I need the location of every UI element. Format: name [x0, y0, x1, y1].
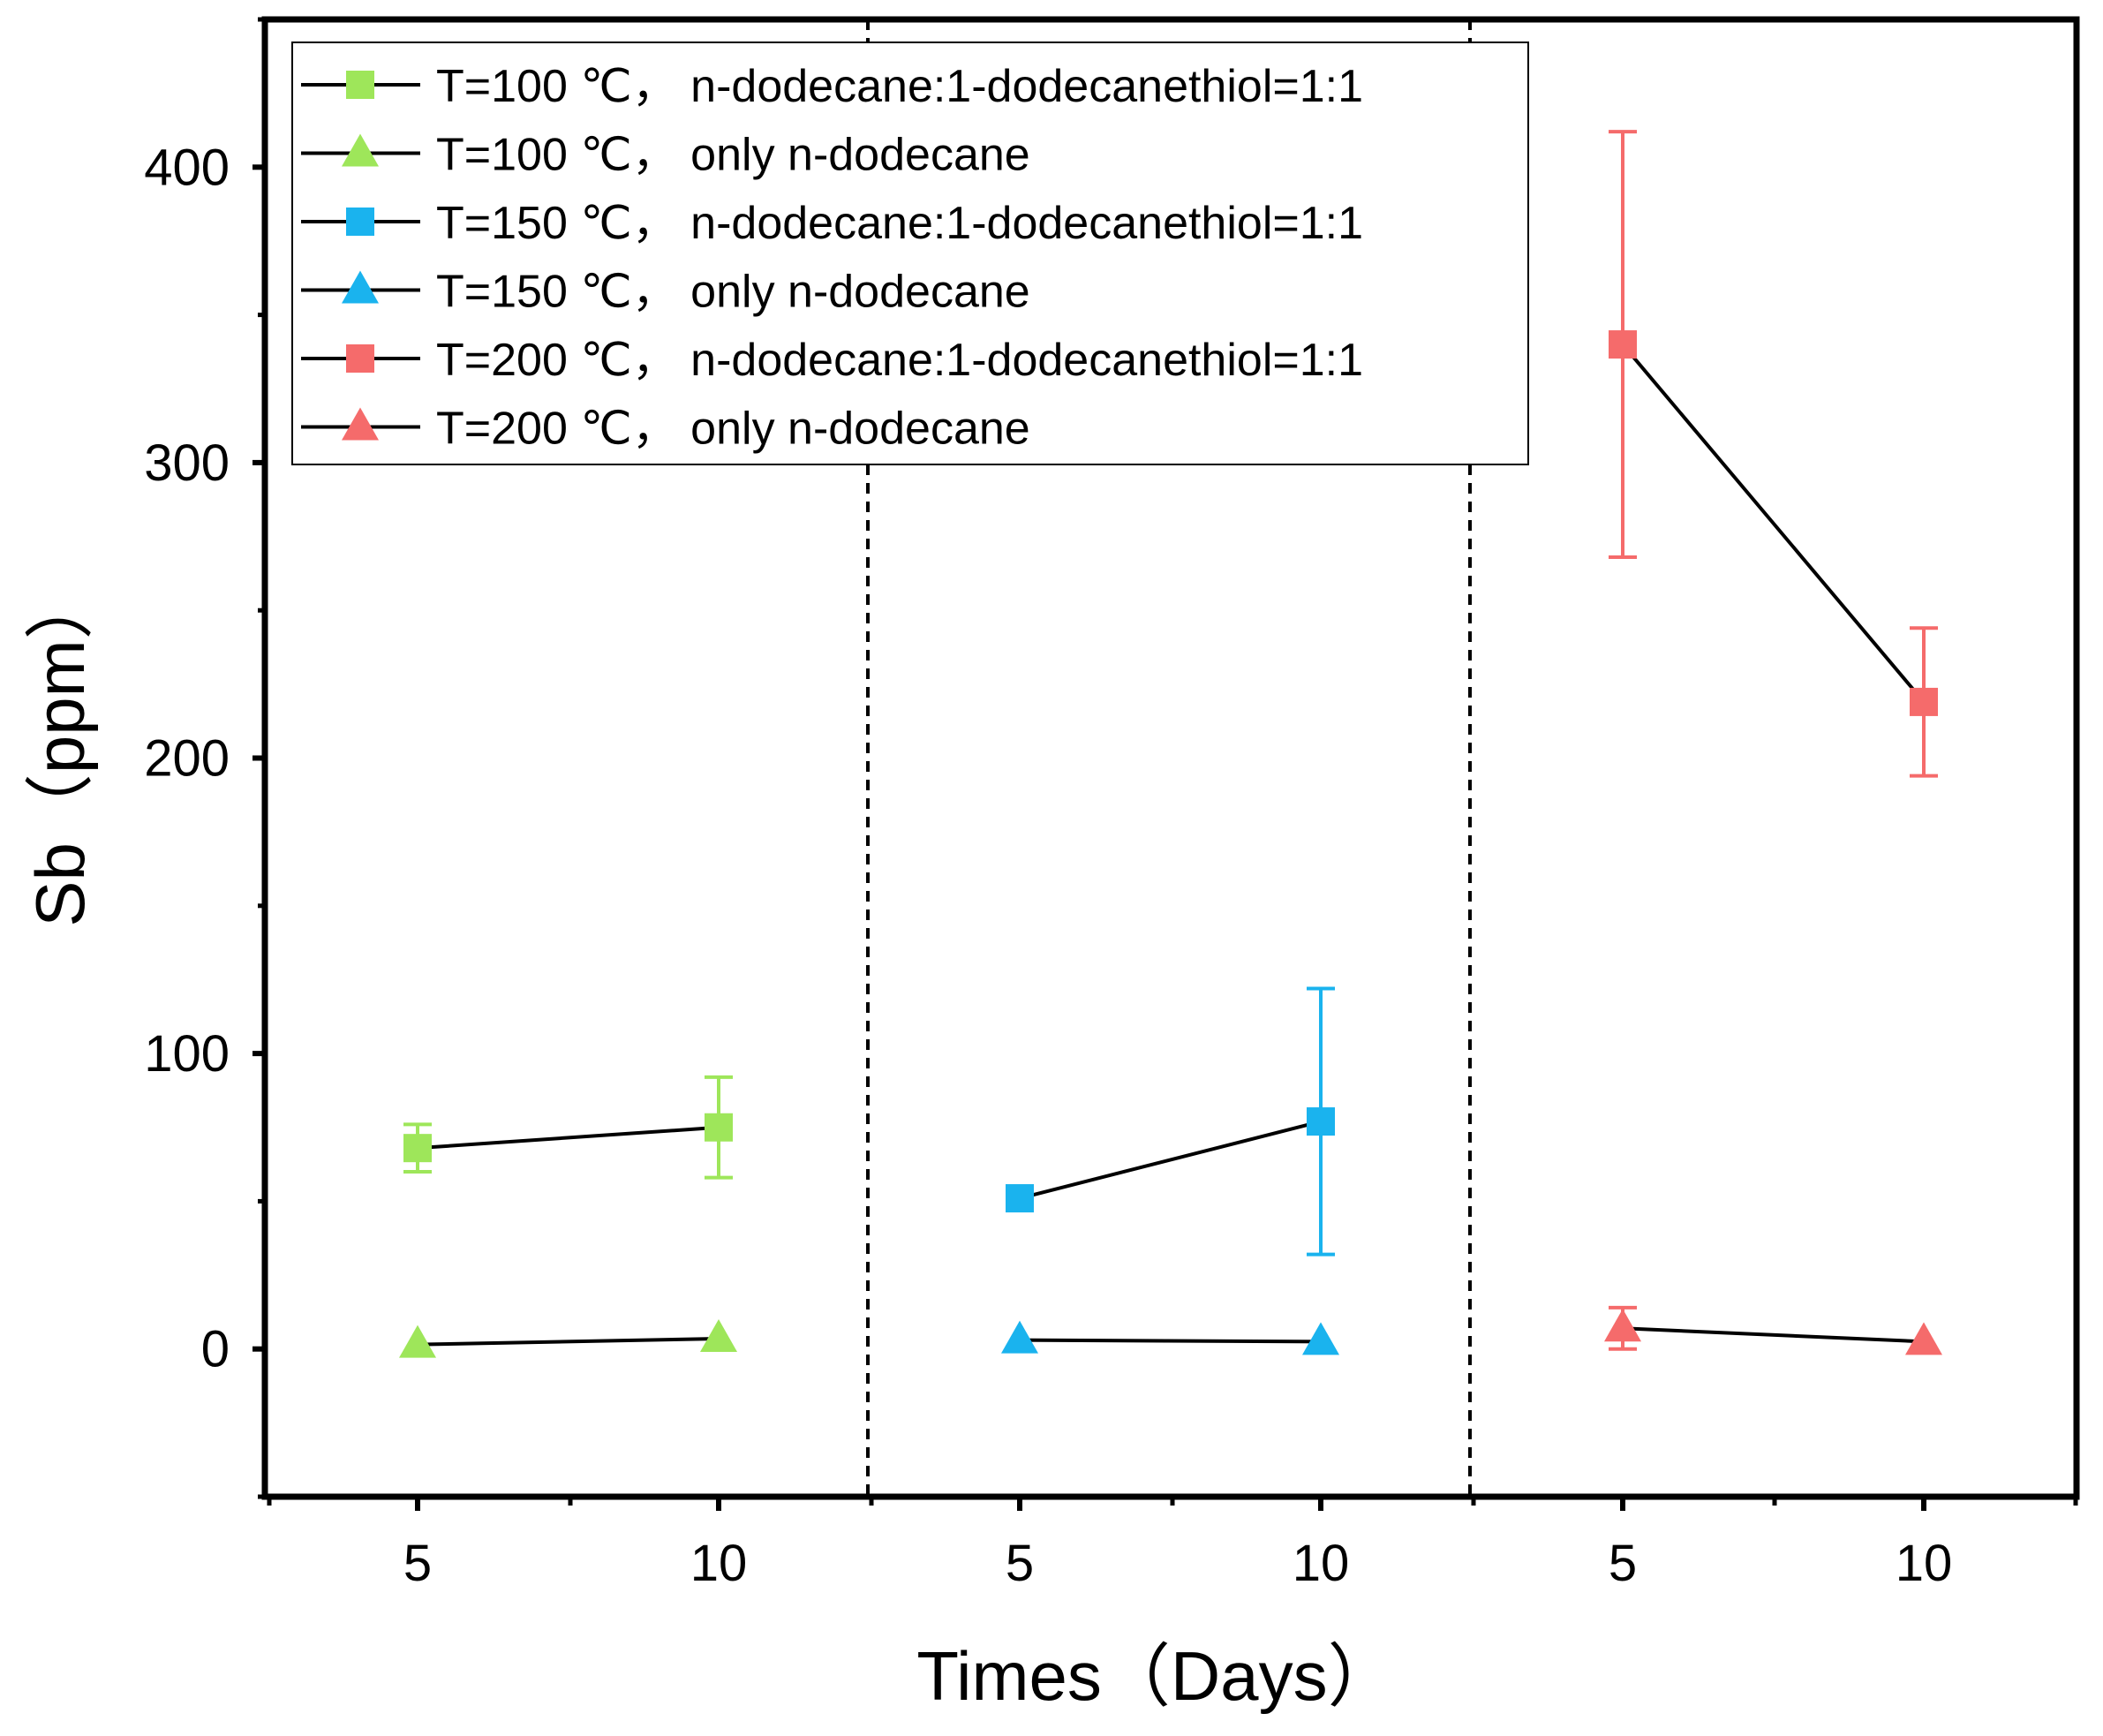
series-group [403, 1075, 733, 1180]
series-line [1622, 1326, 1925, 1344]
x-tick-label: 10 [690, 1535, 748, 1592]
y-tick-label: 300 [144, 434, 230, 492]
x-tick-label: 5 [403, 1535, 432, 1592]
y-tick-label: 0 [201, 1321, 230, 1378]
legend-marker-square [346, 344, 374, 373]
legend-marker-triangle [342, 133, 379, 167]
data-point-square [403, 1134, 432, 1163]
series-line [1019, 1120, 1322, 1200]
data-point-triangle [1905, 1322, 1942, 1355]
series-group [1609, 130, 1938, 778]
series-line [417, 1336, 720, 1347]
legend-marker-triangle [342, 270, 379, 304]
data-point-triangle [1604, 1309, 1641, 1342]
legend-box [291, 42, 1529, 465]
y-tick-label: 200 [144, 730, 230, 788]
legend-entry-label: T=150 ℃， only n-dodecane [436, 267, 1030, 318]
legend-entry-label: T=200 ℃， n-dodecane:1-dodecanethiol=1:1 [436, 335, 1363, 386]
series-line [1621, 343, 1926, 704]
legend-entry-label: T=100 ℃， only n-dodecane [436, 130, 1030, 181]
data-point-triangle [399, 1325, 436, 1358]
data-point-square [1006, 1184, 1034, 1213]
series-group [1001, 1320, 1339, 1355]
x-tick-label: 5 [1609, 1535, 1637, 1592]
legend-entry-label: T=200 ℃， only n-dodecane [436, 404, 1030, 455]
series-line [417, 1125, 720, 1151]
series-line [1019, 1338, 1322, 1344]
data-point-square [1307, 1107, 1335, 1136]
y-axis-title: Sb（ppm） [21, 570, 99, 926]
x-tick-label: 5 [1006, 1535, 1034, 1592]
data-point-triangle [700, 1318, 737, 1352]
data-point-square [1910, 687, 1938, 716]
x-tick-label: 10 [1896, 1535, 1953, 1592]
y-tick-label: 100 [144, 1025, 230, 1083]
x-axis-title: Times（Days） [916, 1637, 1396, 1715]
legend-marker-square [346, 71, 374, 99]
legend-entry-label: T=150 ℃， n-dodecane:1-dodecanethiol=1:1 [436, 198, 1363, 249]
data-point-square [705, 1113, 733, 1142]
data-point-triangle [1302, 1322, 1339, 1355]
plot-frame [261, 16, 2080, 1500]
plot-area [399, 130, 1942, 1358]
legend-marker-triangle [342, 407, 379, 441]
legend-entry-label: T=100 ℃， n-dodecane:1-dodecanethiol=1:1 [436, 61, 1363, 112]
data-point-square [1609, 330, 1637, 359]
axis-ticks: 0 100 200 300 400 5 10 5 10 5 10 [144, 17, 2078, 1592]
y-tick-label: 400 [144, 139, 230, 196]
series-group [1006, 986, 1335, 1257]
series-group [1604, 1305, 1942, 1355]
x-tick-label: 10 [1293, 1535, 1350, 1592]
legend: T=100 ℃， n-dodecane:1-dodecanethiol=1:1 T… [291, 42, 1529, 465]
series-group [399, 1318, 737, 1358]
legend-marker-square [346, 208, 374, 236]
data-point-triangle [1001, 1320, 1038, 1354]
